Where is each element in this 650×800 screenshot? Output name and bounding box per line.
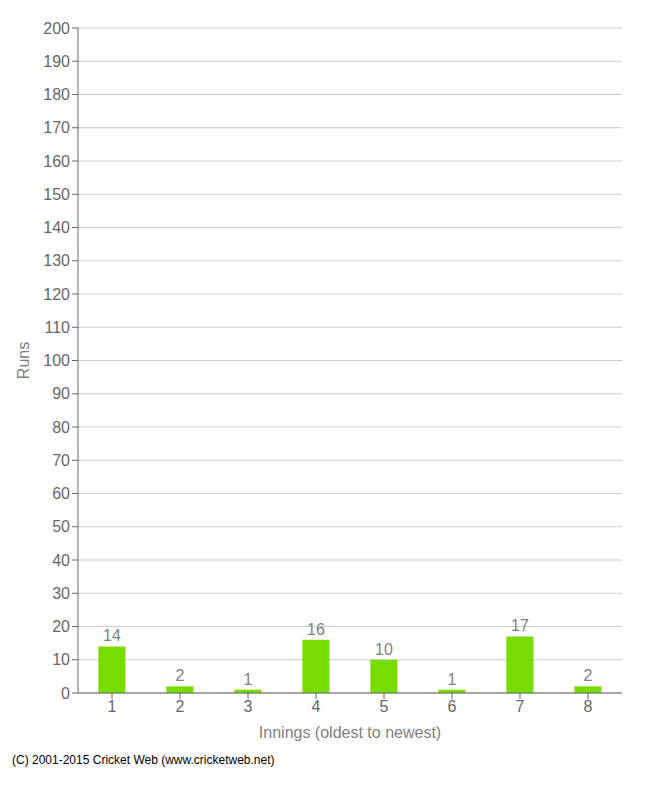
svg-text:160: 160 — [43, 153, 70, 170]
svg-text:170: 170 — [43, 119, 70, 136]
svg-text:14: 14 — [103, 627, 121, 644]
svg-text:190: 190 — [43, 53, 70, 70]
svg-text:Runs: Runs — [15, 342, 32, 379]
svg-text:6: 6 — [448, 698, 457, 715]
svg-text:1: 1 — [243, 671, 252, 688]
svg-text:8: 8 — [584, 698, 593, 715]
svg-text:30: 30 — [52, 585, 70, 602]
svg-text:60: 60 — [52, 485, 70, 502]
svg-text:0: 0 — [61, 685, 70, 702]
svg-text:130: 130 — [43, 252, 70, 269]
svg-text:17: 17 — [511, 617, 529, 634]
svg-text:5: 5 — [380, 698, 389, 715]
html-text:(C) 2001-2015 Cricket Web (www: (C) 2001-2015 Cricket Web (www.cricketwe… — [12, 753, 275, 767]
svg-text:40: 40 — [52, 552, 70, 569]
svg-text:1: 1 — [108, 698, 117, 715]
svg-text:200: 200 — [43, 20, 70, 37]
svg-text:20: 20 — [52, 618, 70, 635]
svg-text:100: 100 — [43, 352, 70, 369]
svg-text:70: 70 — [52, 452, 70, 469]
svg-text:180: 180 — [43, 86, 70, 103]
svg-text:3: 3 — [244, 698, 253, 715]
svg-text:16: 16 — [307, 621, 325, 638]
svg-text:50: 50 — [52, 518, 70, 535]
svg-text:150: 150 — [43, 186, 70, 203]
svg-text:2: 2 — [583, 667, 592, 684]
svg-text:10: 10 — [375, 641, 393, 658]
svg-text:4: 4 — [312, 698, 321, 715]
svg-text:10: 10 — [52, 651, 70, 668]
svg-text:7: 7 — [516, 698, 525, 715]
svg-text:80: 80 — [52, 419, 70, 436]
svg-text:1: 1 — [447, 671, 456, 688]
svg-text:2: 2 — [175, 667, 184, 684]
svg-text:Innings (oldest to newest): Innings (oldest to newest) — [259, 724, 441, 741]
svg-text:90: 90 — [52, 385, 70, 402]
svg-text:140: 140 — [43, 219, 70, 236]
svg-text:110: 110 — [44, 319, 70, 336]
svg-text:2: 2 — [176, 698, 185, 715]
svg-text:120: 120 — [43, 286, 70, 303]
